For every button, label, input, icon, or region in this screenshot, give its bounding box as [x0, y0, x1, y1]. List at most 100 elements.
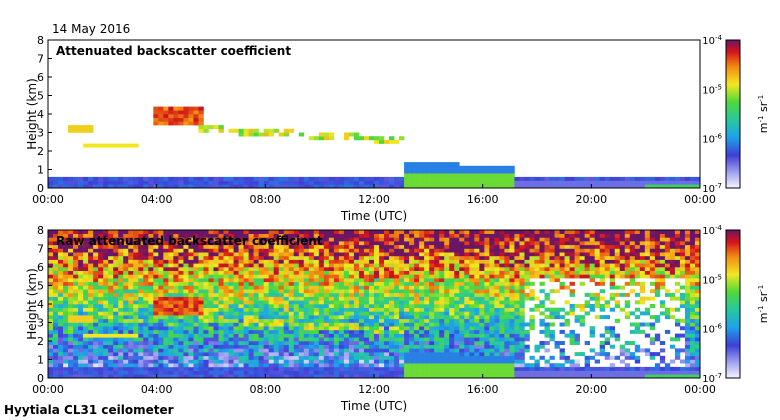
heatmap-cell	[313, 296, 320, 301]
heatmap-cell	[113, 318, 119, 323]
heatmap-cell	[298, 322, 305, 327]
heatmap-cell	[363, 337, 370, 342]
heatmap-cell	[118, 176, 124, 181]
heatmap-cell	[68, 318, 74, 323]
heatmap-cell	[158, 244, 164, 249]
heatmap-cell	[258, 132, 264, 137]
heatmap-cell	[123, 359, 129, 364]
heatmap-cell	[474, 270, 480, 275]
heatmap-cell	[474, 333, 480, 338]
heatmap-cell	[579, 274, 585, 279]
heatmap-cell	[203, 366, 209, 371]
heatmap-cell	[93, 289, 99, 294]
heatmap-cell	[689, 180, 696, 185]
heatmap-cell	[499, 370, 505, 375]
heatmap-cell	[93, 363, 99, 368]
heatmap-cell	[293, 326, 300, 331]
heatmap-cell	[108, 281, 114, 286]
heatmap-cell	[258, 344, 264, 349]
heatmap-cell	[549, 233, 555, 238]
heatmap-cell	[489, 184, 495, 188]
heatmap-cell	[178, 259, 184, 264]
heatmap-cell	[454, 348, 460, 353]
heatmap-cell	[173, 263, 179, 268]
heatmap-cell	[494, 374, 500, 378]
heatmap-cell	[138, 363, 144, 368]
heatmap-cell	[68, 230, 74, 234]
heatmap-cell	[318, 278, 325, 283]
heatmap-cell	[203, 322, 209, 327]
heatmap-cell	[384, 184, 390, 188]
heatmap-cell	[118, 337, 124, 342]
heatmap-cell	[133, 341, 139, 345]
heatmap-cell	[308, 136, 315, 141]
heatmap-cell	[599, 267, 606, 271]
heatmap-cell	[409, 315, 415, 320]
heatmap-cell	[218, 244, 224, 249]
heatmap-cell	[268, 326, 274, 331]
heatmap-cell	[148, 337, 154, 342]
heatmap-cell	[524, 252, 530, 257]
heatmap-cell	[363, 296, 370, 301]
heatmap-cell	[288, 366, 295, 371]
heatmap-cell	[233, 180, 239, 185]
heatmap-cell	[414, 255, 420, 260]
heatmap-cell	[128, 322, 134, 327]
heatmap-cell	[404, 274, 410, 279]
heatmap-cell	[83, 259, 89, 264]
heatmap-cell	[579, 370, 585, 375]
heatmap-cell	[499, 244, 505, 249]
heatmap-cell	[308, 252, 315, 257]
heatmap-cell	[88, 289, 94, 294]
heatmap-cell	[63, 241, 69, 246]
heatmap-cell	[58, 337, 64, 342]
heatmap-cell	[589, 184, 595, 188]
heatmap-cell	[338, 296, 345, 301]
heatmap-cell	[439, 281, 445, 286]
heatmap-cell	[83, 255, 89, 260]
heatmap-cell	[544, 307, 550, 312]
heatmap-cell	[198, 184, 204, 188]
heatmap-cell	[103, 322, 109, 327]
panel-raw: Raw attenuated backscatter coefficient 0…	[25, 224, 770, 413]
heatmap-cell	[519, 366, 525, 371]
heatmap-cell	[113, 143, 119, 148]
heatmap-cell	[454, 173, 460, 178]
heatmap-cell	[409, 359, 415, 364]
heatmap-cell	[554, 270, 560, 275]
heatmap-cell	[198, 121, 204, 126]
heatmap-cell	[263, 278, 269, 283]
heatmap-cell	[328, 263, 335, 268]
heatmap-cell	[429, 374, 435, 378]
heatmap-cell	[198, 233, 204, 238]
heatmap-cell	[283, 230, 290, 234]
heatmap-cell	[529, 318, 535, 323]
heatmap-cell	[594, 248, 600, 253]
heatmap-cell	[514, 289, 520, 294]
heatmap-cell	[434, 173, 440, 178]
heatmap-cell	[409, 322, 415, 327]
heatmap-cell	[143, 311, 149, 316]
heatmap-cell	[298, 244, 305, 249]
heatmap-cell	[313, 289, 320, 294]
heatmap-cell	[168, 263, 174, 268]
heatmap-cell	[358, 333, 365, 338]
heatmap-cell	[584, 374, 590, 378]
heatmap-cell	[228, 267, 234, 271]
heatmap-cell	[73, 318, 79, 323]
heatmap-cell	[384, 274, 390, 279]
heatmap-cell	[549, 333, 555, 338]
heatmap-cell	[48, 267, 54, 271]
heatmap-cell	[363, 263, 370, 268]
heatmap-cell	[414, 162, 420, 167]
heatmap-cell	[559, 241, 565, 246]
heatmap-cell	[469, 292, 475, 297]
heatmap-cell	[123, 307, 129, 312]
heatmap-cell	[233, 237, 239, 242]
heatmap-cell	[454, 233, 460, 238]
heatmap-cell	[103, 184, 109, 188]
heatmap-cell	[298, 318, 305, 323]
heatmap-cell	[619, 259, 626, 264]
heatmap-cell	[198, 322, 204, 327]
heatmap-cell	[414, 329, 420, 334]
